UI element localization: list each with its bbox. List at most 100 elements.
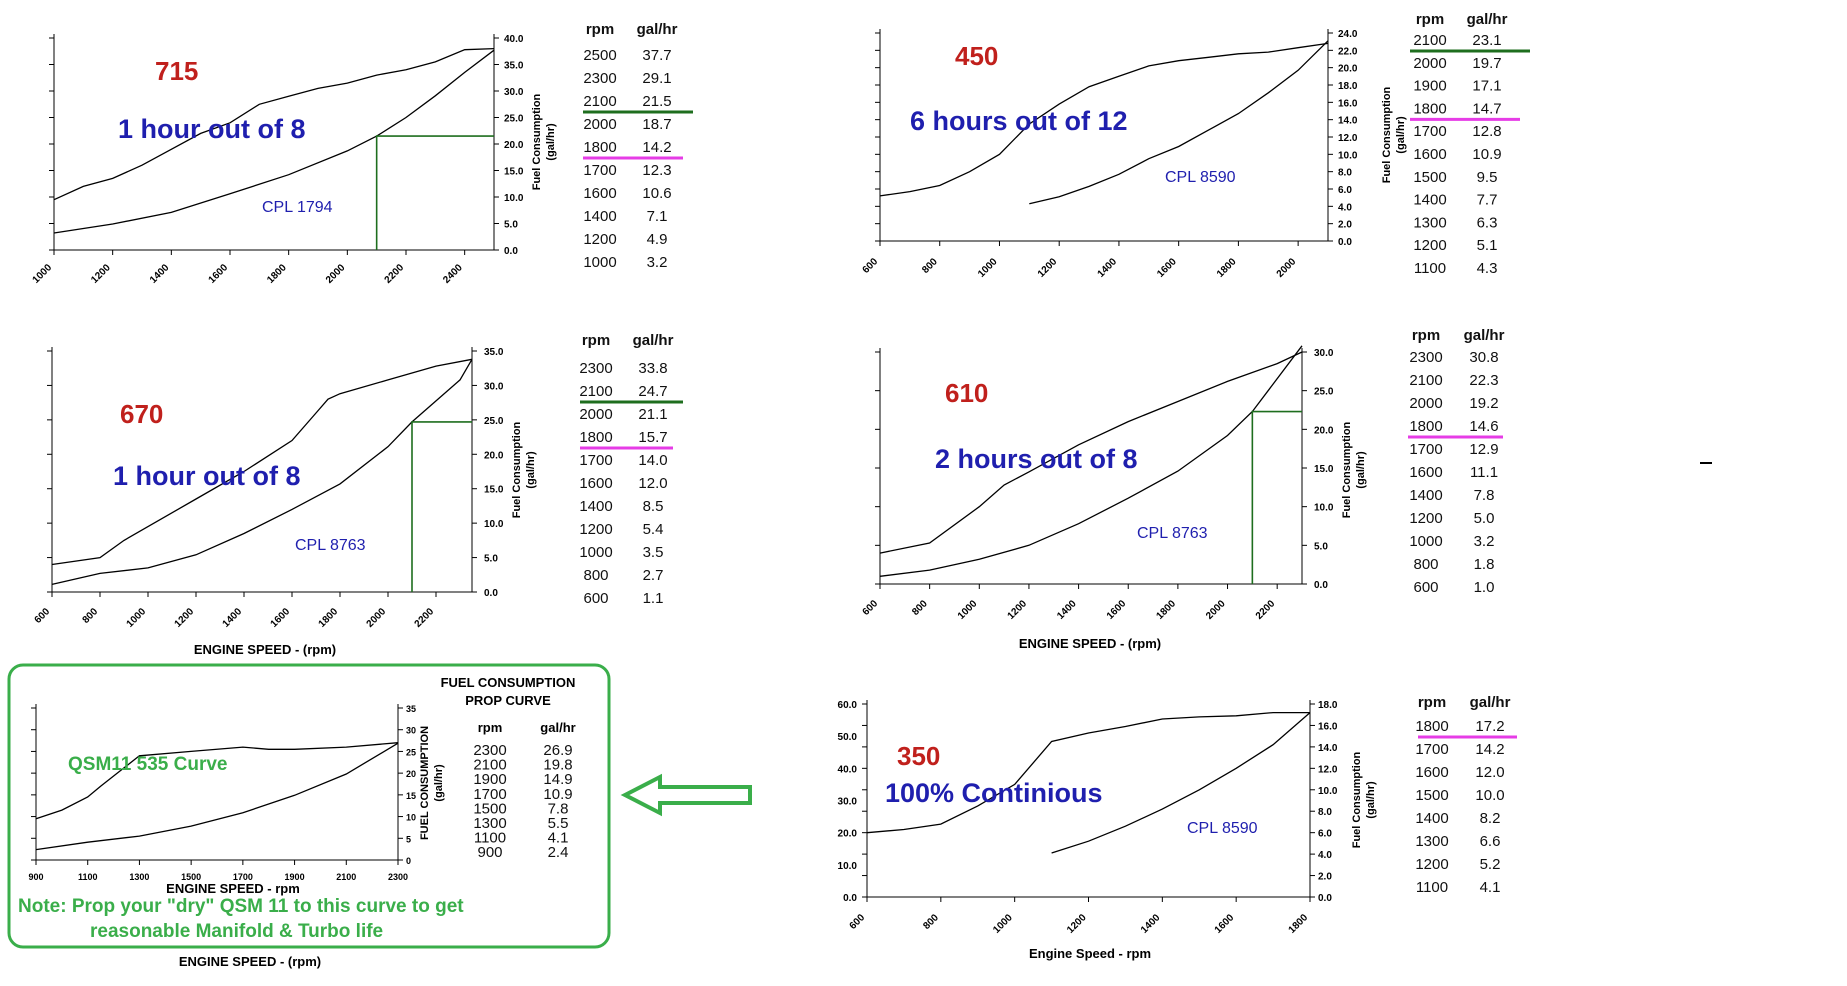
y-tick-label: 14.0 [1318,743,1338,754]
table-cell-rpm: 1600 [583,185,616,202]
table-cell-rpm: 1000 [1409,533,1442,550]
x-tick-label: 1700 [233,872,253,882]
rated-speed-marker [375,135,494,250]
table-cell-galhr: 10.6 [642,185,671,202]
x-tick-label: 1400 [1055,598,1079,622]
x-tick-label: 2200 [1254,598,1278,622]
duty-cycle-label: 1 hour out of 8 [113,461,300,491]
duty-cycle-label: 6 hours out of 12 [910,106,1128,136]
y-tick-label: 25.0 [1314,387,1334,398]
chart-c450: 600 800 1000 1200 1400 1600 1800 2000 0.0 2.0 4.0 6… [861,11,1530,280]
series-line-2 [53,49,495,234]
x-tick-label: 2200 [383,262,407,286]
y-tick-label: 20.0 [1338,64,1358,75]
table-cell-galhr: 15.7 [638,429,667,446]
table-cell-rpm: 1900 [1413,78,1446,95]
table-cell-galhr: 12.8 [1472,123,1501,140]
table-cell-rpm: 800 [583,567,608,584]
x-tick-label: 1100 [78,872,98,882]
table-header-galhr: gal/hr [540,720,575,735]
table-cell-rpm: 1600 [1415,764,1448,781]
rating-label: 350 [897,741,940,771]
y-tick-label: 16.0 [1338,98,1358,109]
table-cell-rpm: 1400 [1409,487,1442,504]
left-y-tick-label: 0.0 [843,893,857,904]
table-cell-galhr: 30.8 [1469,349,1498,366]
table-cell-galhr: 19.7 [1472,55,1501,72]
series-line-1 [53,47,495,201]
series-line-1 [51,358,473,566]
table-cell-galhr: 26.9 [543,742,572,759]
table-cell-rpm: 1200 [1413,237,1446,254]
table-cell-galhr: 7.8 [548,800,569,817]
table-cell-rpm: 1700 [579,452,612,469]
chart-c350: 600 800 1000 1200 1400 1600 1800 0.0 2.0 4.0 6.0 8.… [838,694,1517,961]
table-cell-galhr: 5.0 [1474,510,1495,527]
x-tick-label: 2100 [336,872,356,882]
y-tick-label: 20.0 [504,140,524,151]
table-cell-galhr: 18.7 [642,116,671,133]
table-cell-rpm: 2100 [583,93,616,110]
rating-label: 610 [945,378,988,408]
y-tick-label: 15 [406,791,416,801]
x-tick-label: 1600 [1105,598,1129,622]
table-cell-rpm: 2300 [579,360,612,377]
note-line-1: Note: Prop your "dry" QSM 11 to this cur… [18,896,464,917]
y-tick-label: 0.0 [504,246,518,257]
y-tick-label: 25.0 [504,114,524,125]
table-cell-rpm: 2300 [583,70,616,87]
table-cell-galhr: 37.7 [642,47,671,64]
y-tick-label: 15.0 [484,485,504,496]
rating-label: 450 [955,41,998,71]
table-cell-galhr: 12.0 [638,475,667,492]
y-tick-label: 20.0 [1314,425,1334,436]
table-title-line-1: FUEL CONSUMPTION [441,675,576,690]
table-cell-rpm: 1700 [1415,741,1448,758]
x-tick-label: 1600 [269,606,293,630]
y-tick-label: 8.0 [1338,168,1352,179]
table-cell-rpm: 800 [1413,556,1438,573]
table-title-line-2: PROP CURVE [465,693,551,708]
table-header-galhr: gal/hr [633,332,674,349]
table-cell-rpm: 1200 [1409,510,1442,527]
table-cell-galhr: 7.1 [647,208,668,225]
table-cell-rpm: 2000 [579,406,612,423]
table-cell-rpm: 600 [1413,579,1438,596]
y-axis-unit: (gal/hr) [1365,781,1377,819]
series-line-2 [1029,40,1329,205]
x-tick-label: 2300 [388,872,408,882]
x-tick-label: 1000 [125,606,149,630]
table-cell-galhr: 4.9 [647,231,668,248]
table-header-galhr: gal/hr [1470,694,1511,711]
table-cell-galhr: 5.4 [643,521,664,538]
duty-cycle-label: 100% Continious [885,778,1103,808]
y-tick-label: 10 [406,813,416,823]
table-cell-rpm: 2500 [583,47,616,64]
table-cell-galhr: 14.2 [642,139,671,156]
table-cell-galhr: 14.2 [1475,741,1504,758]
left-y-tick-label: 40.0 [838,764,858,775]
y-tick-label: 0 [406,856,411,866]
x-tick-label: 800 [920,256,940,276]
x-axis-title: ENGINE SPEED - rpm [166,881,300,896]
table-header-rpm: rpm [1416,11,1444,28]
table-cell-rpm: 1900 [473,771,506,788]
y-axis-title: Fuel Consumption [1341,421,1353,518]
table-cell-galhr: 5.2 [1480,856,1501,873]
x-tick-label: 1000 [991,912,1015,936]
table-cell-rpm: 1700 [1409,441,1442,458]
y-tick-label: 10.0 [1318,786,1338,797]
y-tick-label: 5 [406,834,411,844]
table-cell-galhr: 24.7 [638,383,667,400]
table-cell-galhr: 1.8 [1474,556,1495,573]
y-tick-label: 0.0 [1338,237,1352,248]
y-tick-label: 35 [406,704,416,714]
x-tick-label: 1400 [1096,256,1120,280]
y-tick-label: 5.0 [1314,541,1328,552]
table-cell-galhr: 1.0 [1474,579,1495,596]
table-header-galhr: gal/hr [637,21,678,38]
y-tick-label: 22.0 [1338,46,1358,57]
y-axis-title: Fuel Consumption [1351,751,1363,848]
table-header-rpm: rpm [478,720,503,735]
y-tick-label: 16.0 [1318,721,1338,732]
